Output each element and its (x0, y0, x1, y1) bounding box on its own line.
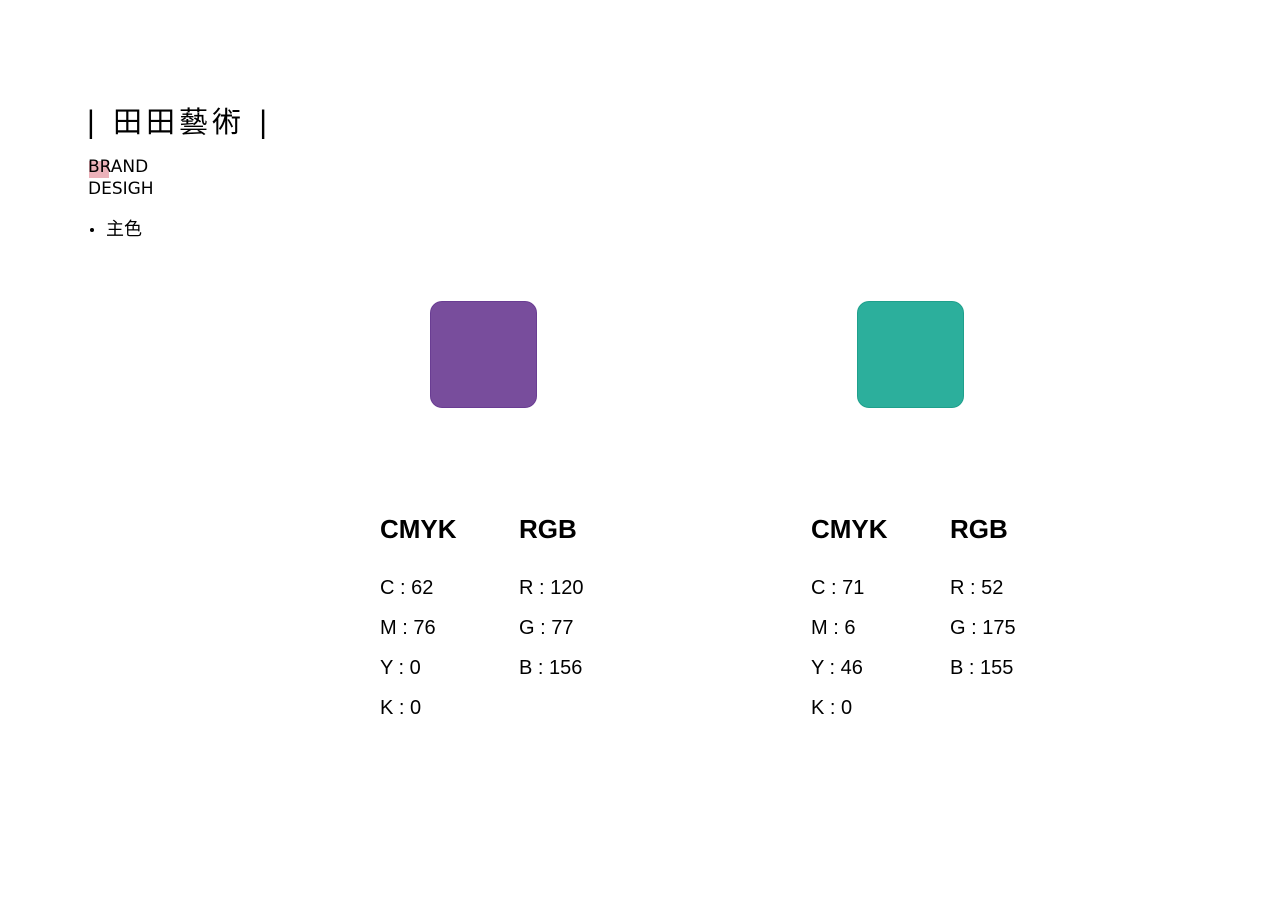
bullet-icon (90, 228, 94, 232)
cmyk-k: K : 0 (380, 697, 422, 719)
section-heading: 主色 (88, 219, 142, 241)
rgb-b: B : 156 (519, 657, 583, 679)
rgb-b: B : 155 (950, 657, 1014, 679)
cmyk-k: K : 0 (811, 697, 853, 719)
rgb-r: R : 120 (519, 577, 584, 599)
rgb-heading: RGB (950, 514, 1008, 544)
brand-line-1: BRAND (88, 157, 149, 177)
cmyk-heading: CMYK (811, 514, 888, 544)
rgb-heading: RGB (519, 514, 577, 544)
rgb-column-purple: RGB R : 120 G : 77 B : 156 (519, 512, 583, 688)
cmyk-column-purple: CMYK C : 62 M : 76 Y : 0 K : 0 (380, 512, 457, 728)
logo: | 田田藝術 | (86, 105, 272, 139)
cmyk-y: Y : 0 (380, 657, 421, 679)
cmyk-m: M : 6 (811, 617, 856, 639)
brand-line-2: DESIGH (88, 179, 154, 199)
section-label: 主色 (106, 219, 142, 240)
brand-subtitle: BRAND DESIGH (88, 156, 154, 200)
rgb-r: R : 52 (950, 577, 1004, 599)
cmyk-column-teal: CMYK C : 71 M : 6 Y : 46 K : 0 (811, 512, 888, 728)
cmyk-y: Y : 46 (811, 657, 863, 679)
cmyk-c: C : 62 (380, 577, 434, 599)
rgb-g: G : 77 (519, 617, 574, 639)
rgb-column-teal: RGB R : 52 G : 175 B : 155 (950, 512, 1016, 688)
highlight-mark (89, 161, 109, 178)
cmyk-heading: CMYK (380, 514, 457, 544)
cmyk-m: M : 76 (380, 617, 436, 639)
color-swatch-purple (430, 301, 537, 408)
rgb-g: G : 175 (950, 617, 1016, 639)
cmyk-c: C : 71 (811, 577, 865, 599)
color-swatch-teal (857, 301, 964, 408)
